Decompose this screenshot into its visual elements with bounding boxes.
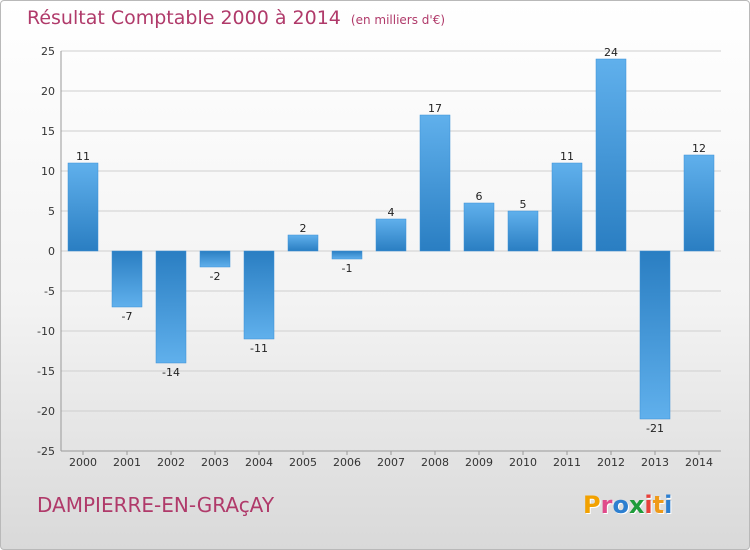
x-tick-label-2014: 2014 xyxy=(685,456,713,469)
logo-letter: x xyxy=(628,491,645,519)
value-label-2009: 6 xyxy=(476,190,483,203)
bar-2006 xyxy=(331,250,363,260)
y-tick-label: 20 xyxy=(41,85,55,98)
bar-2008 xyxy=(419,114,451,252)
value-label-2000: 11 xyxy=(76,150,90,163)
bar-2004 xyxy=(243,250,275,340)
y-tick-label: -25 xyxy=(37,445,55,458)
x-tick-label-2005: 2005 xyxy=(289,456,317,469)
x-tick-label-2002: 2002 xyxy=(157,456,185,469)
bar-2013 xyxy=(639,250,671,420)
bar-2000 xyxy=(67,162,99,252)
logo-letter: o xyxy=(612,491,629,519)
x-tick-label-2003: 2003 xyxy=(201,456,229,469)
x-tick-label-2013: 2013 xyxy=(641,456,669,469)
value-label-2014: 12 xyxy=(692,142,706,155)
bar-2003 xyxy=(199,250,231,268)
logo-letter: r xyxy=(600,491,613,519)
chart-subtitle: (en milliers d'€) xyxy=(350,13,446,27)
chart-title: Résultat Comptable 2000 à 2014 (en millie… xyxy=(27,7,445,29)
value-label-2002: -14 xyxy=(162,366,180,379)
x-tick-label-2008: 2008 xyxy=(421,456,449,469)
value-label-2001: -7 xyxy=(122,310,133,323)
x-tick-label-2000: 2000 xyxy=(69,456,97,469)
y-tick-label: 10 xyxy=(41,165,55,178)
bar-2011 xyxy=(551,162,583,252)
x-tick-label-2001: 2001 xyxy=(113,456,141,469)
logo-letter: P xyxy=(583,491,601,519)
bar-2007 xyxy=(375,218,407,252)
value-label-2011: 11 xyxy=(560,150,574,163)
bar-2012 xyxy=(595,58,627,252)
x-tick-label-2009: 2009 xyxy=(465,456,493,469)
value-label-2008: 17 xyxy=(428,102,442,115)
y-tick-label: -20 xyxy=(37,405,55,418)
bar-2001 xyxy=(111,250,143,308)
y-tick-label: -5 xyxy=(44,285,55,298)
value-label-2012: 24 xyxy=(604,46,618,59)
value-label-2003: -2 xyxy=(210,270,221,283)
x-tick-label-2011: 2011 xyxy=(553,456,581,469)
y-tick-label: 5 xyxy=(48,205,55,218)
chart-title-text: Résultat Comptable 2000 à 2014 xyxy=(27,7,341,29)
bar-2002 xyxy=(155,250,187,364)
proxiti-logo: Proxiti xyxy=(583,491,672,519)
y-tick-label: -15 xyxy=(37,365,55,378)
x-tick-label-2007: 2007 xyxy=(377,456,405,469)
logo-letter: i xyxy=(644,491,653,519)
y-tick-label: -10 xyxy=(37,325,55,338)
bar-2009 xyxy=(463,202,495,252)
bar-2014 xyxy=(683,154,715,252)
value-label-2013: -21 xyxy=(646,422,664,435)
y-tick-label: 0 xyxy=(48,245,55,258)
logo-letter: t xyxy=(652,491,665,519)
value-label-2005: 2 xyxy=(300,222,307,235)
bar-2010 xyxy=(507,210,539,252)
value-label-2006: -1 xyxy=(342,262,353,275)
value-label-2004: -11 xyxy=(250,342,268,355)
x-tick-label-2006: 2006 xyxy=(333,456,361,469)
value-label-2010: 5 xyxy=(520,198,527,211)
commune-name: DAMPIERRE-EN-GRAçAY xyxy=(37,493,275,517)
value-label-2007: 4 xyxy=(388,206,395,219)
logo-letter: i xyxy=(664,491,673,519)
y-tick-label: 15 xyxy=(41,125,55,138)
x-tick-label-2012: 2012 xyxy=(597,456,625,469)
x-tick-label-2004: 2004 xyxy=(245,456,273,469)
x-tick-label-2010: 2010 xyxy=(509,456,537,469)
y-tick-label: 25 xyxy=(41,45,55,58)
bar-2005 xyxy=(287,234,319,252)
